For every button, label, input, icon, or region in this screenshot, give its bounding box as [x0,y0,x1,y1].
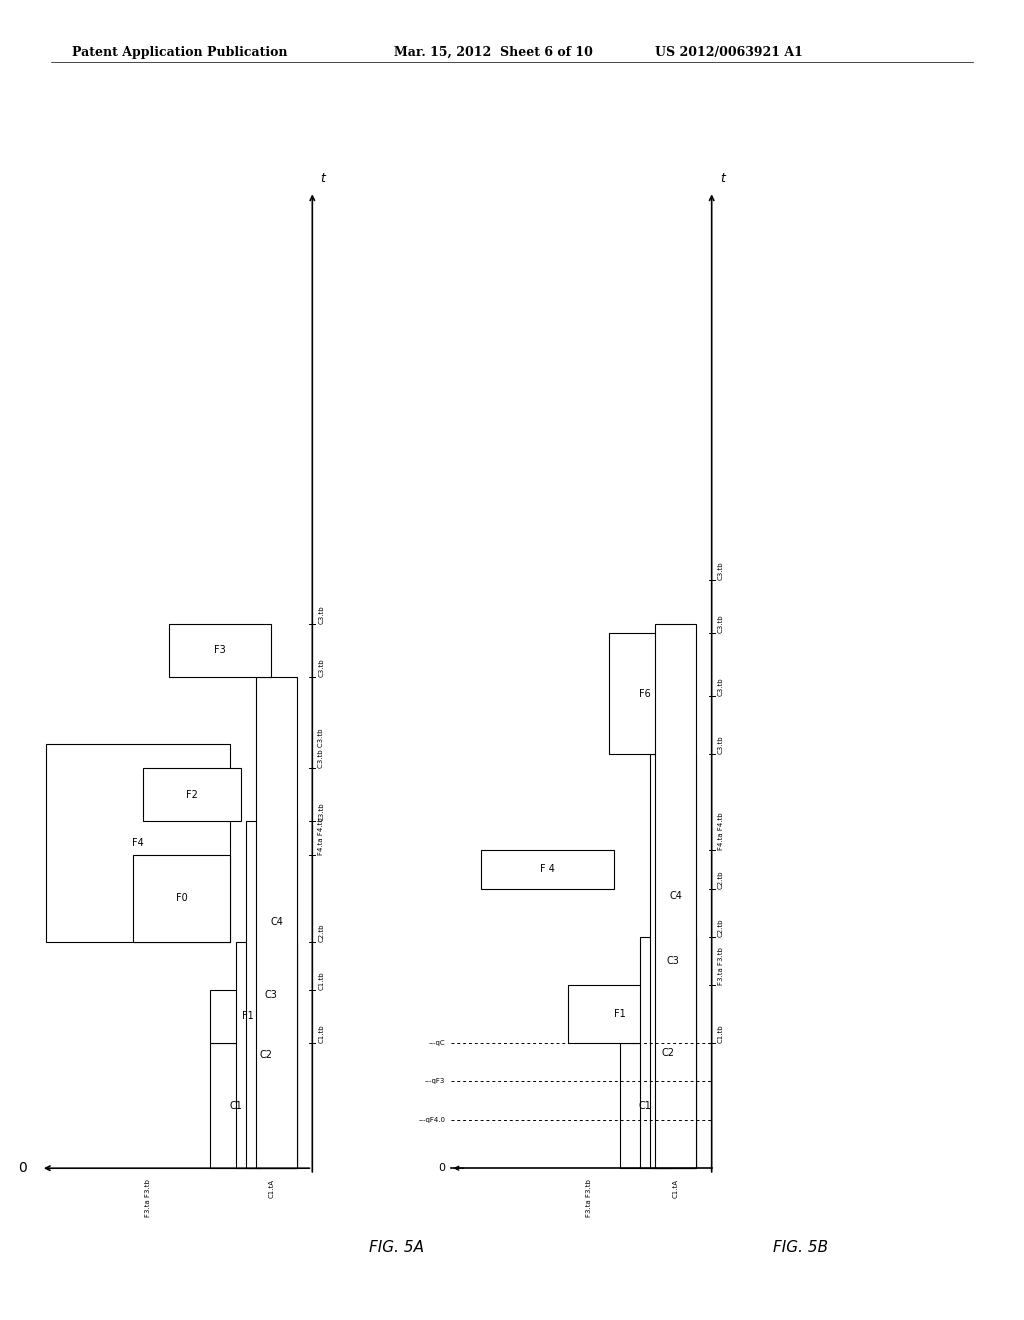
Text: t: t [321,172,326,185]
Bar [655,624,696,1168]
Text: C2.tb: C2.tb [718,870,724,888]
Text: F0: F0 [176,894,187,903]
Text: F4.ta F4.tb: F4.ta F4.tb [718,813,724,850]
Text: C1.tA: C1.tA [268,1179,274,1197]
Bar [46,744,230,941]
Text: F1: F1 [243,1011,254,1022]
Text: F4.ta F4.tb: F4.ta F4.tb [318,817,325,855]
Text: F6: F6 [639,689,651,698]
Text: C2: C2 [662,1048,675,1057]
Bar [620,1043,671,1168]
Text: C3.tb: C3.tb [718,615,724,634]
Text: C3.tb: C3.tb [318,803,325,821]
Bar [236,941,297,1168]
Bar [210,1043,261,1168]
Bar [246,821,297,1168]
Text: ---qF4.0: ---qF4.0 [419,1117,445,1123]
Bar [568,985,671,1043]
Text: F 4: F 4 [541,865,555,874]
Text: C3.tb C3.tb: C3.tb C3.tb [318,729,325,768]
Text: C1.tb: C1.tb [318,1024,325,1043]
Bar [256,677,297,1168]
Text: FIG. 5A: FIG. 5A [369,1239,424,1255]
Text: C4: C4 [270,917,283,928]
Text: C1.tA: C1.tA [673,1179,679,1197]
Text: C1.tb: C1.tb [318,972,325,990]
Bar [640,937,696,1168]
Text: C3.tb: C3.tb [318,605,325,624]
Bar [481,850,614,888]
Bar [210,990,287,1043]
Text: ---qF3: ---qF3 [425,1078,445,1085]
Text: C1.tb: C1.tb [718,1024,724,1043]
Text: F3.ta F3.tb: F3.ta F3.tb [145,1179,152,1217]
Text: C3.tb: C3.tb [718,735,724,754]
Text: C3: C3 [667,956,680,966]
Text: t: t [720,172,725,185]
Text: Patent Application Publication: Patent Application Publication [72,46,287,59]
Text: F2: F2 [186,789,198,800]
Text: C2.tb: C2.tb [718,919,724,937]
Text: F1: F1 [613,1008,626,1019]
Text: F3.ta F3.tb: F3.ta F3.tb [718,948,724,985]
Text: F4: F4 [132,838,144,847]
Text: Mar. 15, 2012  Sheet 6 of 10: Mar. 15, 2012 Sheet 6 of 10 [394,46,593,59]
Text: C3.tb: C3.tb [318,659,325,677]
Text: US 2012/0063921 A1: US 2012/0063921 A1 [655,46,803,59]
Bar [169,624,271,677]
Text: F3.ta F3.tb: F3.ta F3.tb [586,1179,592,1217]
Text: 0: 0 [438,1163,445,1173]
Bar [650,754,696,1168]
Text: 0: 0 [18,1162,27,1175]
Text: C1: C1 [229,1101,242,1110]
Bar [133,855,230,941]
Text: C2: C2 [260,1049,272,1060]
Text: C4: C4 [670,891,682,902]
Text: F3: F3 [214,645,226,655]
Text: C2.tb: C2.tb [318,923,325,941]
Text: ---qC: ---qC [429,1040,445,1045]
Bar [143,768,241,821]
Text: FIG. 5B: FIG. 5B [773,1239,828,1255]
Text: C3: C3 [265,990,278,999]
Text: C1: C1 [639,1101,651,1110]
Bar [609,634,681,754]
Text: C3.tb: C3.tb [718,562,724,581]
Text: C3.tb: C3.tb [718,677,724,696]
